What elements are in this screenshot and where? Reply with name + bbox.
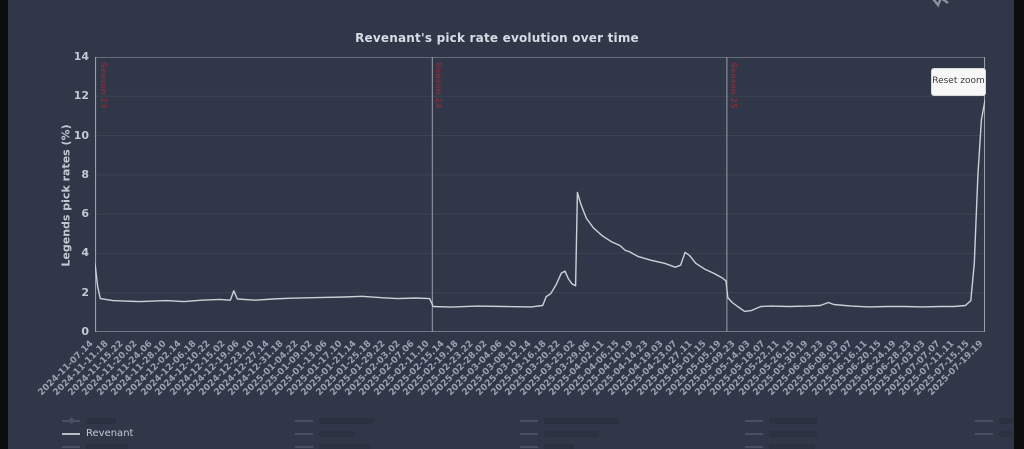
y-tick-label: 4 [81, 246, 89, 260]
legend-label-revenant[interactable]: Revenant [86, 428, 134, 439]
legend-marker [975, 420, 993, 422]
partial-pointer-icon [932, 0, 949, 8]
y-tick-label: 0 [81, 325, 89, 338]
season-label: Season 24 [434, 62, 444, 109]
y-tick-label: 12 [73, 89, 89, 103]
season-label: Season 25 [728, 62, 738, 109]
legend-item-disabled[interactable] [544, 444, 574, 449]
legend-item-disabled[interactable] [999, 431, 1013, 437]
chart-title: Revenant's pick rate evolution over time [355, 31, 639, 45]
plot-area[interactable] [95, 57, 985, 332]
legend-marker [520, 433, 538, 435]
legend-item-disabled[interactable] [769, 418, 817, 424]
legend-marker [975, 433, 993, 435]
y-tick-label: 2 [81, 285, 89, 299]
legend-marker [520, 446, 538, 448]
season-label: Season 23 [98, 62, 108, 109]
legend-marker [295, 420, 313, 422]
y-tick-label: 14 [73, 50, 89, 63]
legend-item-disabled[interactable] [999, 418, 1014, 424]
legend-marker [745, 433, 763, 435]
y-tick-label: 8 [81, 167, 89, 181]
legend-diamond-icon [67, 416, 76, 425]
chart-panel: Revenant's pick rate evolution over time… [8, 0, 1014, 449]
legend-item-disabled[interactable] [319, 418, 374, 424]
series-line-revenant [95, 100, 985, 313]
legend-item-disabled[interactable] [769, 431, 817, 437]
legend-marker [745, 420, 763, 422]
y-tick-label: 10 [73, 128, 89, 142]
legend-item-disabled[interactable] [86, 418, 116, 424]
legend-item-disabled[interactable] [86, 444, 128, 449]
legend-marker [62, 433, 80, 435]
reset-zoom-button[interactable]: Reset zoom [931, 68, 986, 96]
y-tick-label: 6 [81, 207, 89, 221]
legend-item-disabled[interactable] [769, 444, 815, 449]
legend-item-disabled[interactable] [319, 444, 371, 449]
legend-marker [295, 433, 313, 435]
legend-item-disabled[interactable] [319, 431, 355, 437]
legend-marker [520, 420, 538, 422]
reset-zoom-label: Reset zoom [932, 76, 985, 86]
legend-marker [745, 446, 763, 448]
legend-item-disabled[interactable] [544, 431, 599, 437]
legend-item-disabled[interactable] [544, 418, 619, 424]
legend-marker [62, 446, 80, 448]
legend-marker [295, 446, 313, 448]
